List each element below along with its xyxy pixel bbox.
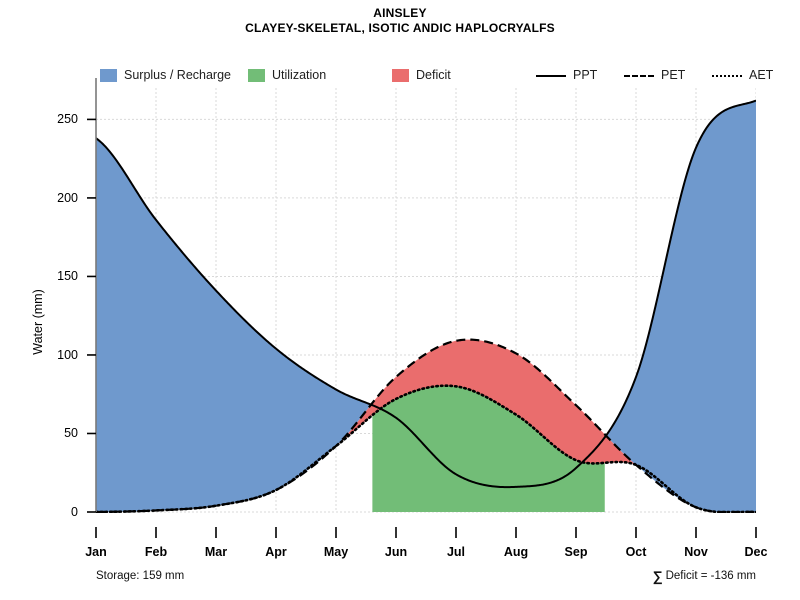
x-tick-label: Apr xyxy=(265,545,287,559)
x-tick-label: Jun xyxy=(384,545,408,559)
legend-label-pet: PET xyxy=(661,68,686,82)
color-swatch-surplus-icon xyxy=(100,68,117,82)
legend-label-surplus: Surplus / Recharge xyxy=(124,68,232,82)
x-tick-label: Mar xyxy=(204,545,228,559)
y-tick-label: 150 xyxy=(57,269,78,284)
x-tick-label: Nov xyxy=(684,545,708,559)
x-tick-label: Jan xyxy=(85,545,107,559)
legend-item-pet: PET xyxy=(624,66,685,84)
chart-title-line1: AINSLEY xyxy=(373,6,427,20)
x-tick-label: Sep xyxy=(564,545,588,559)
dotted-line-icon xyxy=(712,69,742,82)
x-tick-label: Aug xyxy=(503,545,529,559)
chart-legend: Surplus / Recharge Utilization Deficit P… xyxy=(96,66,773,84)
legend-item-ppt: PPT xyxy=(536,66,597,84)
solid-line-icon xyxy=(536,69,566,82)
color-swatch-utilization-icon xyxy=(248,68,265,82)
y-axis-title: Water (mm) xyxy=(31,289,45,355)
y-tick-label: 200 xyxy=(57,190,78,205)
x-tick-label: Jul xyxy=(446,545,466,559)
x-tick-label: Oct xyxy=(625,545,647,559)
deficit-annotation-text: Deficit = -136 mm xyxy=(665,570,756,582)
legend-item-utilization: Utilization xyxy=(248,66,326,84)
sigma-icon: ∑ xyxy=(652,567,663,584)
y-tick-label: 100 xyxy=(57,347,78,362)
x-tick-label: Dec xyxy=(744,545,768,559)
chart-title: AINSLEY CLAYEY-SKELETAL, ISOTIC ANDIC HA… xyxy=(0,6,800,36)
chart-title-line2: CLAYEY-SKELETAL, ISOTIC ANDIC HAPLOCRYAL… xyxy=(245,21,555,35)
legend-label-utilization: Utilization xyxy=(272,68,327,82)
x-axis-tick-labels: Jan Feb Mar Apr May Jun Jul Aug Sep Oct Nov Dec xyxy=(0,545,800,561)
x-tick-label: Feb xyxy=(144,545,168,559)
legend-item-aet: AET xyxy=(712,66,773,84)
legend-label-aet: AET xyxy=(749,68,774,82)
x-tick-label: May xyxy=(323,545,349,559)
legend-item-deficit: Deficit xyxy=(392,66,451,84)
deficit-annotation: ∑ Deficit = -136 mm xyxy=(652,567,756,584)
legend-label-ppt: PPT xyxy=(573,68,598,82)
legend-item-surplus: Surplus / Recharge xyxy=(100,66,231,84)
y-tick-label: 250 xyxy=(57,112,78,127)
color-swatch-deficit-icon xyxy=(392,68,409,82)
legend-label-deficit: Deficit xyxy=(416,68,451,82)
y-tick-label: 50 xyxy=(64,426,78,441)
y-tick-label: 0 xyxy=(71,505,78,519)
storage-annotation: Storage: 159 mm xyxy=(96,570,185,582)
dashed-line-icon xyxy=(624,69,654,82)
